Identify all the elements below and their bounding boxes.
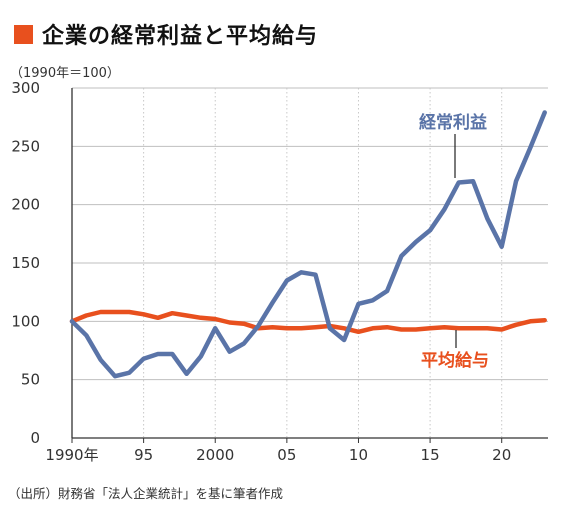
salary-series-label: 平均給与 (421, 350, 489, 371)
chart-title: 企業の経常利益と平均給与 (42, 24, 319, 49)
y-tick-label: 50 (21, 371, 40, 389)
salary-line (69, 309, 547, 335)
x-axis-ticks: 1990年 95 2000 05 10 15 20 (45, 446, 511, 464)
y-tick-label: 150 (11, 254, 40, 272)
x-tick-label: 2000 (196, 446, 234, 464)
y-axis-ticks: 300 250 200 150 100 50 0 (11, 79, 40, 447)
y-tick-label: 200 (11, 196, 40, 214)
y-tick-label: 250 (11, 137, 40, 155)
title-marker-square (14, 24, 33, 44)
source-note: （出所）財務省「法人企業統計」を基に筆者作成 (8, 486, 284, 501)
x-tick-label: 95 (134, 446, 153, 464)
y-tick-label: 300 (11, 79, 40, 97)
series-lines (69, 110, 547, 379)
y-tick-label: 0 (30, 429, 40, 447)
title-row: 企業の経常利益と平均給与 (14, 18, 318, 50)
grid (71, 87, 548, 443)
y-tick-label: 100 (11, 312, 40, 330)
x-tick-label: 1990年 (45, 446, 98, 464)
profit-line (69, 110, 547, 379)
unit-note: （1990年＝100） (10, 66, 120, 81)
x-tick-label: 10 (349, 446, 368, 464)
profit-series-label: 経常利益 (419, 112, 487, 133)
x-tick-label: 20 (492, 446, 511, 464)
x-tick-label: 05 (277, 446, 296, 464)
x-tick-label: 15 (421, 446, 440, 464)
